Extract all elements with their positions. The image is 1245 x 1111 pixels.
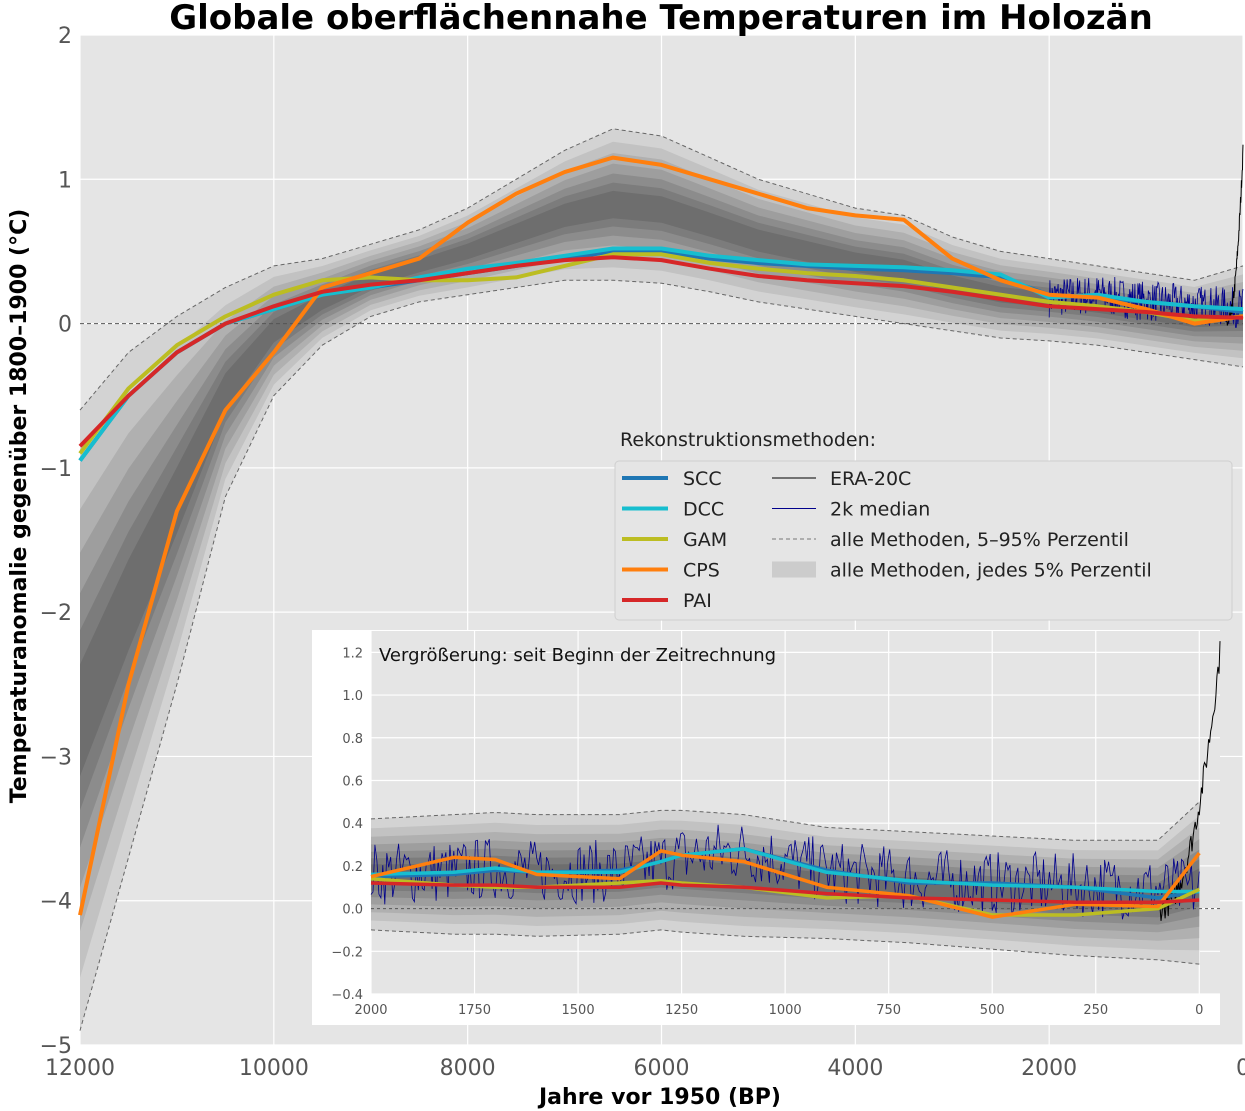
- y-tick-label: 0.6: [342, 774, 363, 789]
- series-pai: [370, 881, 1200, 904]
- inset-chart: 2000 1750 1500 1250 1000 750 500 250 0 −0.4 −0.2 0.…: [312, 630, 1221, 1025]
- legend-item-alle-methoden-5-95-perzentil: alle Methoden, 5–95% Perzentil: [772, 529, 1129, 551]
- legend-label: alle Methoden, jedes 5% Perzentil: [830, 560, 1152, 582]
- x-tick-label: 0: [1195, 1003, 1203, 1018]
- x-axis-label: Jahre vor 1950 (BP): [537, 1085, 781, 1110]
- legend-box: [614, 460, 1233, 621]
- legend-item-era-20c: ERA-20C: [772, 468, 911, 490]
- y-tick-label: −1: [40, 457, 72, 482]
- legend-item-dcc: DCC: [622, 499, 724, 521]
- legend-label: DCC: [683, 499, 724, 521]
- series-cps: [370, 849, 1201, 919]
- y-axis-label: Temperaturanomalie gegenüber 1800–1900 (…: [7, 209, 32, 804]
- x-tick-label: 250: [1083, 1003, 1108, 1018]
- x-tick-label: 1500: [562, 1003, 595, 1018]
- legend-title: Rekonstruktionsmethoden:: [620, 429, 876, 451]
- y-tick-label: −4: [40, 890, 72, 915]
- legend-label: PAI: [683, 590, 712, 612]
- legend-label: SCC: [683, 468, 722, 490]
- era20c-line: [1157, 641, 1221, 921]
- percentile-95-line: [79, 128, 1244, 411]
- legend-item-cps: CPS: [622, 560, 720, 582]
- chart-title: Globale oberflächennahe Temperaturen im …: [169, 0, 1153, 38]
- legend-item-scc: SCC: [622, 468, 722, 490]
- x-tick-label: 2000: [1021, 1056, 1077, 1081]
- y-tick-label: 0.4: [342, 817, 363, 832]
- legend-label: 2k median: [830, 499, 930, 521]
- x-tick-label: 0: [1236, 1056, 1245, 1081]
- x-tick-label: 1750: [458, 1003, 491, 1018]
- legend-label: ERA-20C: [830, 468, 911, 490]
- y-tick-label: 0.0: [342, 903, 363, 918]
- series-gam: [78, 252, 1244, 455]
- legend-item-pai: PAI: [622, 590, 712, 612]
- y-tick-label: 1: [58, 168, 72, 193]
- y-tick-label: 2: [58, 24, 72, 49]
- x-tick-label: 1000: [769, 1003, 802, 1018]
- y-tick-label: 0: [58, 313, 72, 338]
- legend-label: alle Methoden, 5–95% Perzentil: [830, 529, 1129, 551]
- x-tick-label: 4000: [827, 1056, 883, 1081]
- x-tick-label: 12000: [45, 1056, 115, 1081]
- legend-item-gam: GAM: [622, 529, 727, 551]
- x-tick-label: 10000: [239, 1056, 309, 1081]
- legend-item-alle-methoden-jedes-5-perzentil: alle Methoden, jedes 5% Perzentil: [772, 560, 1152, 582]
- legend-label: CPS: [683, 560, 720, 582]
- percentile-5-line: [79, 279, 1244, 1031]
- series-cps: [78, 155, 1244, 916]
- y-tick-label: −0.4: [331, 988, 363, 1003]
- x-tick-label: 1250: [665, 1003, 698, 1018]
- x-tick-label: 8000: [440, 1056, 496, 1081]
- x-tick-label: 500: [980, 1003, 1005, 1018]
- median-2k-line: [370, 824, 1200, 920]
- x-tick-label: 2000: [354, 1003, 387, 1018]
- legend: Rekonstruktionsmethoden: SCC DCC GAM CPS PAI…: [614, 429, 1233, 621]
- series-dcc: [78, 246, 1244, 462]
- y-tick-label: −0.2: [331, 945, 363, 960]
- x-tick-label: 6000: [634, 1056, 690, 1081]
- inset-title: Vergrößerung: seit Beginn der Zeitrechnu…: [379, 645, 776, 666]
- series-pai: [78, 255, 1244, 448]
- y-tick-label: 0.8: [342, 732, 363, 747]
- y-tick-label: 0.2: [342, 860, 363, 875]
- series-dcc: [370, 847, 1200, 894]
- y-tick-label: 1.0: [342, 689, 363, 704]
- y-tick-label: −5: [40, 1034, 72, 1059]
- x-tick-label: 750: [876, 1003, 901, 1018]
- legend-item-2k-median: 2k median: [772, 499, 930, 521]
- y-tick-label: 1.2: [342, 646, 363, 661]
- legend-label: GAM: [683, 529, 727, 551]
- legend-swatch: [772, 561, 816, 578]
- y-tick-label: −3: [40, 745, 72, 770]
- y-tick-label: −2: [40, 601, 72, 626]
